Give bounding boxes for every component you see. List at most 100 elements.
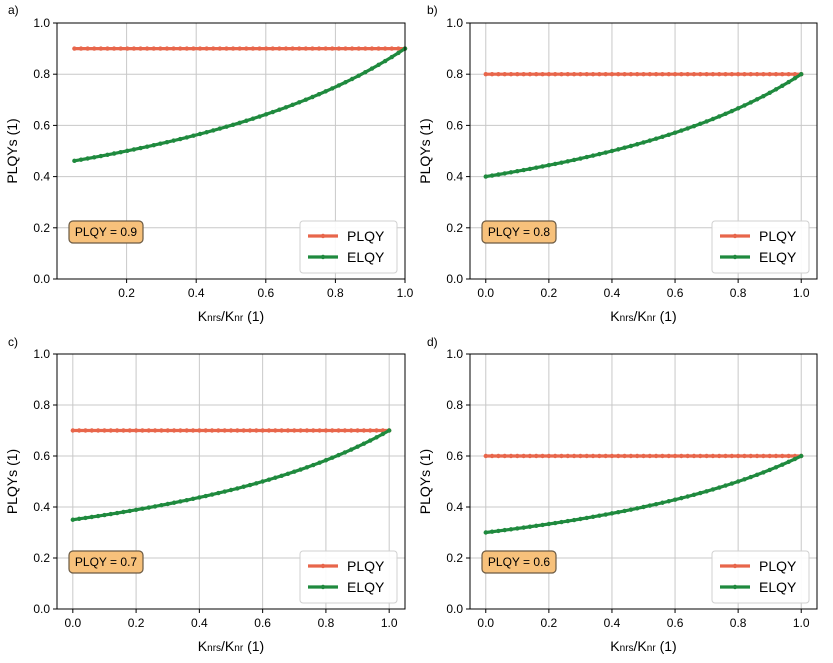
data-point-elqy	[729, 481, 735, 486]
y-tick-label: 0.8	[33, 67, 50, 81]
y-tick-label: 1.0	[446, 16, 463, 30]
series-elqy	[70, 428, 392, 522]
annotation-box: PLQY = 0.9	[68, 220, 144, 244]
data-point-plqy	[330, 428, 335, 433]
data-point-plqy	[114, 428, 120, 433]
data-point-plqy	[647, 72, 653, 77]
x-tick-label: 0.2	[541, 616, 558, 630]
x-tick-label: 0.6	[257, 286, 274, 300]
data-point-elqy	[171, 138, 176, 143]
data-point-plqy	[241, 428, 246, 433]
data-point-plqy	[171, 46, 176, 51]
x-tick-label: 0.8	[318, 616, 335, 630]
data-point-plqy	[171, 428, 177, 433]
data-point-elqy	[584, 515, 589, 521]
data-point-plqy	[710, 453, 716, 459]
data-point-elqy	[767, 467, 772, 473]
data-point-elqy	[292, 469, 297, 474]
annotation-box: PLQY = 0.7	[68, 550, 144, 574]
data-point-elqy	[483, 530, 488, 535]
data-point-plqy	[310, 46, 315, 51]
data-point-elqy	[138, 145, 143, 151]
data-point-plqy	[297, 46, 302, 51]
y-tick-label: 0.6	[446, 449, 463, 463]
y-tick-label: 1.0	[33, 347, 50, 361]
data-point-elqy	[496, 528, 501, 534]
data-point-plqy	[641, 453, 646, 459]
data-point-plqy	[672, 453, 678, 459]
data-point-elqy	[552, 161, 558, 167]
data-point-plqy	[767, 453, 772, 459]
x-tick-label: 0.0	[477, 616, 494, 630]
x-axis-label-part: (1)	[243, 308, 264, 324]
data-point-plqy	[691, 453, 697, 459]
data-point-elqy	[235, 486, 240, 491]
data-point-elqy	[386, 428, 392, 433]
x-axis-label-part: nr	[647, 643, 657, 654]
panel-letter: d)	[427, 335, 438, 349]
x-tick-label: 0.2	[118, 286, 135, 300]
data-point-plqy	[292, 428, 297, 433]
x-axis-label-part: nrs	[620, 313, 634, 324]
x-tick-label: 0.0	[477, 286, 494, 300]
data-point-plqy	[609, 72, 615, 77]
chart-panel-a: 0.0 0.2 0.4 0.6 0.8 1.0 0.2 0.4 0.6 0.8 1.0 Knrs/Kn…	[4, 3, 414, 324]
data-point-plqy	[190, 428, 196, 433]
data-point-elqy	[151, 143, 156, 148]
data-point-plqy	[603, 72, 608, 77]
data-point-elqy	[159, 503, 164, 508]
x-tick-label: 1.0	[397, 286, 414, 300]
data-point-elqy	[177, 136, 183, 142]
data-point-elqy	[290, 102, 295, 108]
data-point-elqy	[748, 100, 753, 105]
data-point-plqy	[540, 453, 545, 459]
annotation-background	[481, 220, 557, 244]
annotation-background	[68, 550, 144, 574]
data-point-plqy	[597, 72, 602, 77]
series-elqy	[72, 46, 408, 164]
data-point-plqy	[552, 72, 558, 77]
data-point-plqy	[672, 72, 678, 77]
data-point-elqy	[773, 465, 779, 470]
legend-marker-plqy	[320, 563, 326, 569]
data-point-plqy	[578, 453, 583, 459]
legend: PLQY ELQY	[711, 220, 810, 274]
data-point-elqy	[515, 169, 520, 174]
data-point-plqy	[786, 453, 791, 459]
data-point-plqy	[197, 428, 202, 433]
x-tick-label: 0.4	[188, 286, 205, 300]
x-axis-label-part: K	[198, 638, 208, 654]
data-point-elqy	[597, 151, 602, 157]
data-point-elqy	[704, 489, 709, 494]
data-point-elqy	[584, 154, 589, 160]
x-tick-label: 0.8	[730, 286, 747, 300]
data-point-plqy	[710, 72, 716, 77]
data-point-elqy	[792, 456, 798, 462]
data-point-elqy	[310, 94, 315, 100]
data-point-plqy	[178, 428, 183, 433]
data-point-plqy	[616, 453, 621, 459]
data-point-elqy	[571, 517, 577, 523]
data-point-plqy	[515, 72, 520, 77]
legend-marker-plqy	[732, 233, 738, 239]
data-point-plqy	[98, 46, 104, 51]
y-tick-label: 0.6	[33, 449, 50, 463]
data-point-elqy	[559, 519, 564, 525]
data-point-elqy	[204, 130, 209, 135]
data-point-elqy	[710, 116, 716, 122]
x-axis-label-part: /K	[221, 638, 235, 654]
data-point-elqy	[672, 497, 678, 502]
data-point-elqy	[698, 490, 703, 496]
legend-frame	[299, 550, 398, 604]
data-point-plqy	[336, 46, 342, 51]
data-point-elqy	[748, 474, 753, 480]
data-point-plqy	[735, 453, 741, 459]
y-axis-label: PLQYs (1)	[4, 449, 20, 514]
data-point-elqy	[283, 105, 289, 110]
data-point-elqy	[799, 453, 804, 459]
data-point-plqy	[382, 46, 388, 51]
data-point-plqy	[102, 428, 107, 433]
data-point-elqy	[323, 89, 328, 94]
x-axis-label-part: nrs	[207, 313, 221, 324]
data-point-plqy	[356, 46, 361, 51]
